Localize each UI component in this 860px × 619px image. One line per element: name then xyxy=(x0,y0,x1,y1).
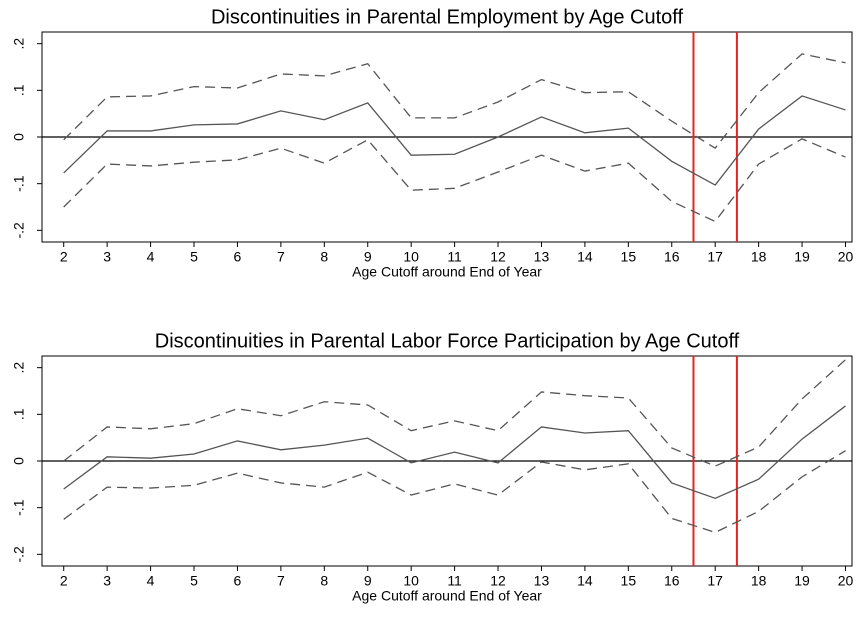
y-tick-label: -.1 xyxy=(11,175,27,192)
x-tick-label: 15 xyxy=(621,249,637,265)
x-tick-label: 16 xyxy=(664,573,680,589)
x-tick-label: 15 xyxy=(621,573,637,589)
ci-line xyxy=(63,53,846,150)
x-tick-label: 20 xyxy=(838,249,854,265)
x-tick-label: 18 xyxy=(751,249,767,265)
x-tick-label: 2 xyxy=(60,573,68,589)
x-tick-label: 8 xyxy=(320,573,328,589)
y-tick-label: 0 xyxy=(11,457,27,465)
y-tick-label: .2 xyxy=(11,38,27,50)
x-tick-label: 12 xyxy=(490,249,506,265)
x-tick-label: 7 xyxy=(277,249,285,265)
y-tick-label: -.1 xyxy=(11,499,27,516)
ci-line xyxy=(63,138,846,223)
x-tick-label: 16 xyxy=(664,249,680,265)
x-tick-label: 14 xyxy=(577,573,593,589)
y-tick-label: .1 xyxy=(11,408,27,420)
x-tick-label: 6 xyxy=(234,573,242,589)
x-tick-label: 17 xyxy=(707,573,723,589)
x-tick-label: 20 xyxy=(838,573,854,589)
x-tick-label: 13 xyxy=(534,249,550,265)
x-tick-label: 17 xyxy=(707,249,723,265)
x-tick-label: 4 xyxy=(147,249,155,265)
x-tick-label: 19 xyxy=(794,573,810,589)
x-axis-label: Age Cutoff around End of Year xyxy=(352,588,542,604)
x-tick-label: 6 xyxy=(234,249,242,265)
estimate-line xyxy=(63,405,846,500)
x-tick-label: 19 xyxy=(794,249,810,265)
y-tick-label: 0 xyxy=(11,133,27,141)
chart-title: Discontinuities in Parental Employment b… xyxy=(211,6,684,28)
x-tick-label: 9 xyxy=(364,573,372,589)
x-tick-label: 10 xyxy=(403,573,419,589)
x-tick-label: 14 xyxy=(577,249,593,265)
estimate-line xyxy=(63,95,846,186)
x-tick-label: 9 xyxy=(364,249,372,265)
x-tick-label: 11 xyxy=(447,573,462,589)
x-tick-label: 18 xyxy=(751,573,767,589)
x-tick-label: 4 xyxy=(147,573,155,589)
y-tick-label: -.2 xyxy=(11,222,27,239)
x-tick-label: 7 xyxy=(277,573,285,589)
x-tick-label: 8 xyxy=(320,249,328,265)
y-tick-label: .2 xyxy=(11,362,27,374)
x-tick-label: 12 xyxy=(490,573,506,589)
x-axis-label: Age Cutoff around End of Year xyxy=(352,264,542,280)
chart-title: Discontinuities in Parental Labor Force … xyxy=(155,330,740,352)
ci-line xyxy=(63,450,846,534)
x-tick-label: 11 xyxy=(447,249,462,265)
y-tick-label: -.2 xyxy=(11,546,27,563)
x-tick-label: 13 xyxy=(534,573,550,589)
x-tick-label: 5 xyxy=(190,249,198,265)
x-tick-label: 3 xyxy=(103,249,111,265)
x-tick-label: 10 xyxy=(403,249,419,265)
x-tick-label: 5 xyxy=(190,573,198,589)
x-tick-label: 3 xyxy=(103,573,111,589)
ci-line xyxy=(63,359,846,467)
x-tick-label: 2 xyxy=(60,249,68,265)
y-tick-label: .1 xyxy=(11,84,27,96)
